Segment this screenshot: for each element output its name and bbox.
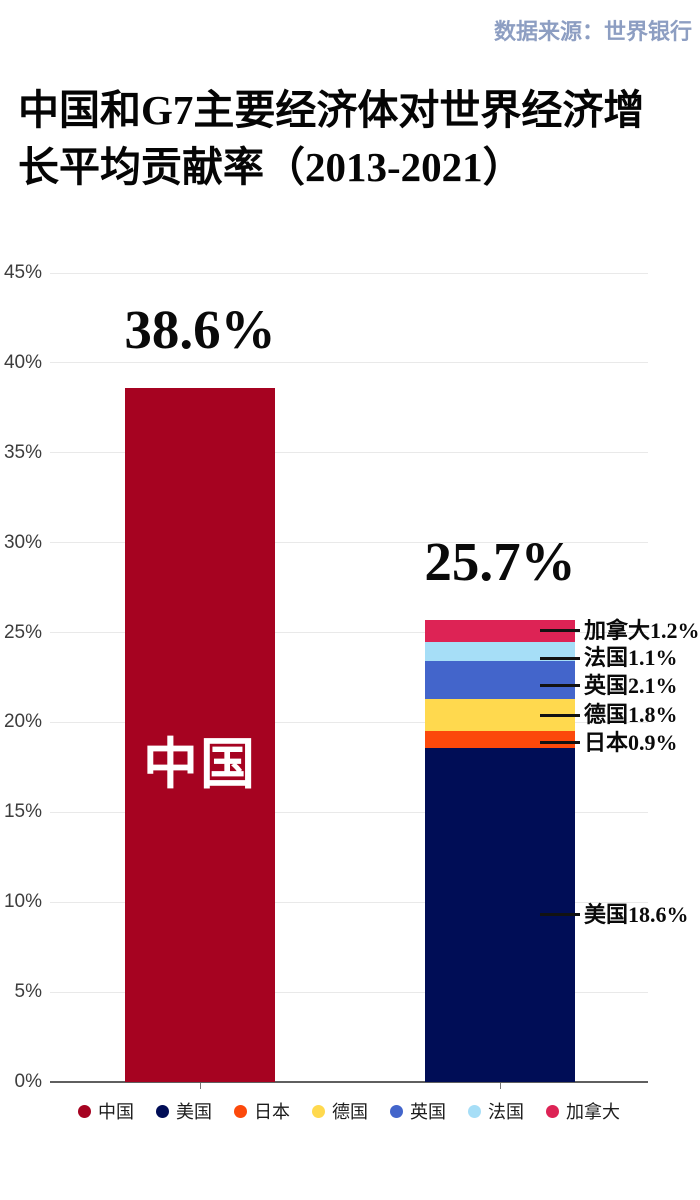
legend-item-加拿大: 加拿大 [546,1098,620,1124]
legend-dot-icon [156,1104,169,1118]
gridline [50,901,648,903]
annotation-leader-line [540,913,580,917]
x-axis-line [50,1081,648,1083]
legend-item-中国: 中国 [78,1098,134,1124]
legend-dot-icon [390,1104,403,1118]
x-axis-tick [200,1083,201,1089]
y-axis-tick-label: 15% [3,801,42,823]
bar-segment-英国 [425,661,575,700]
legend-item-法国: 法国 [468,1098,524,1124]
annotation-label-加拿大: 加拿大1.2% [584,617,700,643]
chart-title: 中国和G7主要经济体对世界经济增长平均贡献率（2013-2021） [18,87,645,191]
gridline [50,272,648,274]
bar-total-label: 38.6% [124,299,276,361]
annotation-leader-line [540,656,580,660]
annotation-leader-line [540,684,580,688]
legend-dot-icon [312,1104,325,1118]
annotation-leader-line [540,741,580,745]
bar-inner-label: 中国 [142,734,257,796]
annotation-label-英国: 英国2.1% [584,672,678,698]
gridline [50,632,648,634]
x-axis-tick [500,1083,501,1089]
annotation-label-德国: 德国1.8% [584,702,678,728]
legend-label: 法国 [488,1102,524,1122]
bar-segment-加拿大 [425,619,575,642]
legend-dot-icon [78,1104,91,1118]
y-axis-tick-label: 45% [3,262,42,283]
y-axis-tick-label: 25% [3,621,42,643]
legend-label: 英国 [410,1102,446,1122]
legend-label: 德国 [332,1102,368,1122]
data-source-label: 数据来源：世界银行 [493,19,692,44]
legend-label: 日本 [254,1102,290,1122]
legend-item-英国: 英国 [390,1098,446,1124]
gridline [50,542,648,544]
gridline [50,452,648,454]
annotation-leader-line [540,713,580,717]
legend-item-日本: 日本 [234,1098,290,1124]
y-axis-tick-label: 35% [3,441,42,463]
y-axis-tick-label: 5% [14,981,42,1003]
gridline [50,811,648,813]
gridline [50,721,648,723]
legend-label: 加拿大 [566,1102,620,1122]
bar-segment-中国 [125,388,275,1082]
annotation-label-法国: 法国1.1% [584,645,678,671]
annotation-leader-line [540,629,580,633]
y-axis-tick-label: 40% [3,351,42,373]
gridline [50,362,648,364]
y-axis-tick-label: 0% [14,1071,42,1092]
y-axis-tick-label: 30% [3,531,42,553]
legend-item-美国: 美国 [156,1098,212,1124]
annotation-label-日本: 日本0.9% [584,729,678,755]
legend-dot-icon [546,1104,559,1118]
legend-label: 美国 [176,1102,212,1122]
y-axis-tick-label: 10% [3,891,42,913]
annotation-label-美国: 美国18.6% [584,901,689,927]
legend-item-德国: 德国 [312,1098,368,1124]
legend-dot-icon [468,1104,481,1118]
legend-dot-icon [234,1104,247,1118]
bar-segment-法国 [425,641,575,662]
bar-segment-日本 [425,731,575,748]
y-axis-tick-label: 20% [3,711,42,733]
legend-label: 中国 [98,1102,134,1122]
bar-total-label: 25.7% [424,530,576,592]
chart-legend: 中国 美国 日本 德国 英国 法国 加拿大 [50,1098,648,1124]
gridline [50,991,648,993]
